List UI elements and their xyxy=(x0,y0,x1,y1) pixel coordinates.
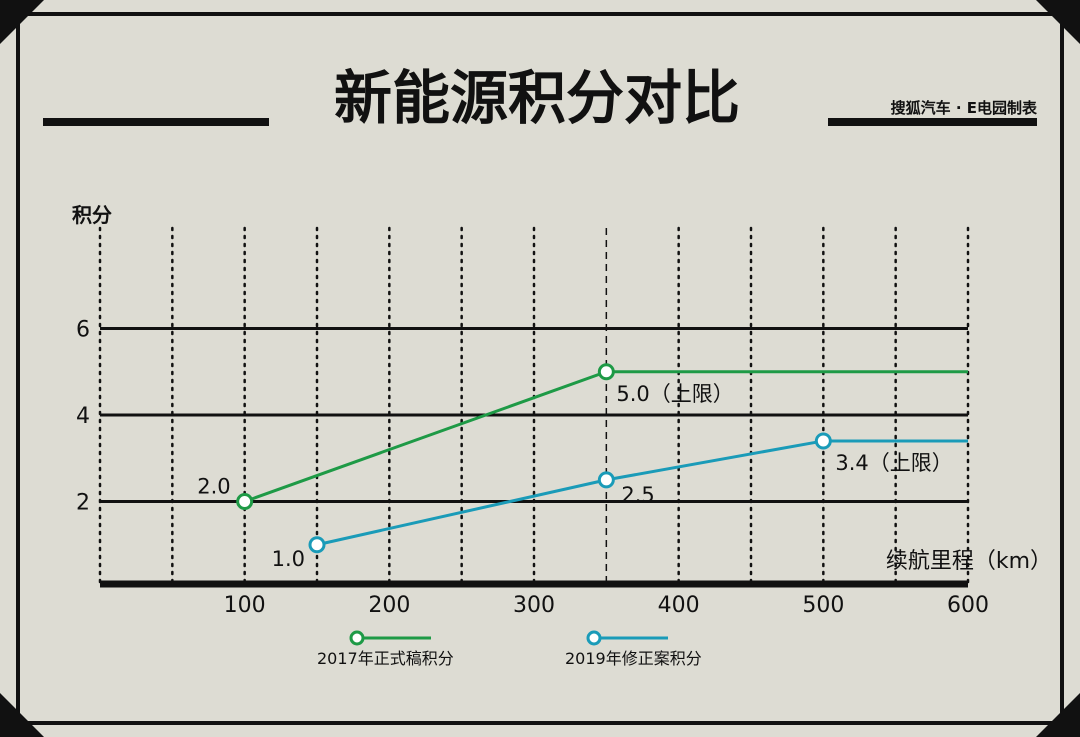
data-point xyxy=(814,432,832,450)
data-label: 1.0 xyxy=(272,547,305,571)
axis-layer: 2 4 6 100 200 300 400 500 600 xyxy=(76,318,989,619)
x-tick-label: 600 xyxy=(947,593,989,618)
corner-top-left xyxy=(0,0,44,44)
legend-marker xyxy=(586,630,602,646)
y-tick-label: 4 xyxy=(76,404,90,429)
label-layer: 2.0 5.0（上限） 1.0 2.5 3.4（上限） xyxy=(197,382,952,571)
x-tick-label: 200 xyxy=(368,593,410,618)
source-credit: 搜狐汽车 · E电园制表 xyxy=(891,99,1038,117)
chart-frame xyxy=(16,12,1064,725)
header-bar-left xyxy=(43,118,269,126)
legend: 2017年正式稿积分 2019年修正案积分 xyxy=(317,630,702,668)
x-axis-label: 续航里程（km） xyxy=(886,549,1052,574)
series-line-2 xyxy=(316,439,968,547)
data-label: 5.0（上限） xyxy=(616,382,733,406)
data-label: 3.4（上限） xyxy=(835,451,952,475)
data-label: 2.0 xyxy=(197,475,230,499)
x-tick-label: 100 xyxy=(224,593,266,618)
data-point xyxy=(236,493,254,510)
data-point xyxy=(308,536,326,554)
data-label: 2.5 xyxy=(621,483,654,507)
corner-top-right xyxy=(1036,0,1080,44)
grid-layer xyxy=(98,226,970,584)
x-tick-label: 500 xyxy=(802,593,844,618)
x-tick-label: 300 xyxy=(513,593,555,618)
legend-label: 2019年修正案积分 xyxy=(565,649,702,668)
y-axis-label: 积分 xyxy=(72,203,112,227)
corner-bottom-left xyxy=(0,693,44,737)
data-point xyxy=(597,471,615,489)
data-point xyxy=(597,363,615,381)
header-bar-right xyxy=(828,118,1037,126)
corner-bottom-right xyxy=(1036,693,1080,737)
chart-title: 新能源积分对比 xyxy=(334,64,740,132)
y-tick-label: 6 xyxy=(76,318,90,343)
y-tick-label: 2 xyxy=(76,491,90,516)
x-tick-label: 400 xyxy=(658,593,700,618)
marker-layer xyxy=(236,363,832,554)
legend-label: 2017年正式稿积分 xyxy=(317,649,454,668)
legend-marker xyxy=(349,630,365,646)
